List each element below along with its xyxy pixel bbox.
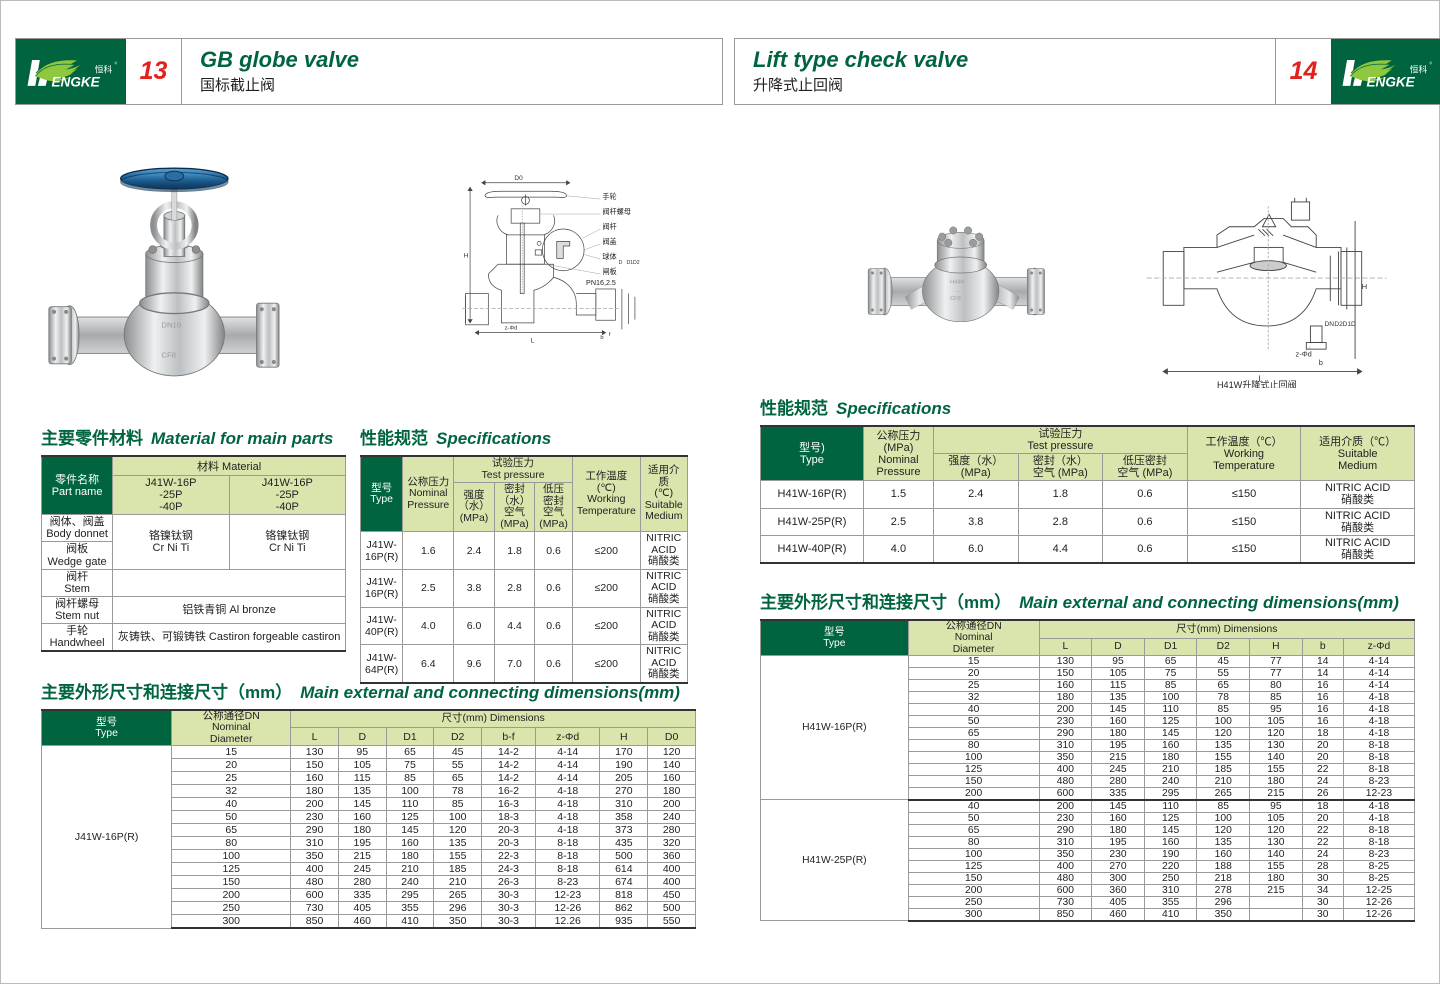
svg-text:PN16,2.5: PN16,2.5 — [586, 279, 616, 287]
svg-text:ENGKE: ENGKE — [51, 74, 100, 89]
svg-text:阀杆螺母: 阀杆螺母 — [602, 207, 631, 216]
svg-text:H41W升降式止回阀: H41W升降式止回阀 — [1217, 379, 1297, 388]
svg-text:CF8: CF8 — [161, 351, 176, 360]
svg-text:D0: D0 — [514, 175, 523, 182]
svg-text:D1: D1 — [626, 260, 633, 266]
svg-text:手轮: 手轮 — [602, 192, 616, 201]
svg-text:b: b — [600, 335, 604, 341]
svg-text:→: → — [955, 288, 961, 294]
svg-text:恒科: 恒科 — [1409, 63, 1427, 74]
svg-text:恒科: 恒科 — [94, 63, 112, 74]
svg-text:D: D — [619, 260, 623, 266]
svg-text:®: ® — [114, 61, 117, 65]
svg-text:H: H — [1362, 282, 1367, 291]
svg-text:ENGKE: ENGKE — [1366, 74, 1415, 89]
svg-text:CF8: CF8 — [950, 296, 960, 302]
svg-text:D: D — [1351, 321, 1356, 328]
svg-text:z-Φd: z-Φd — [505, 325, 518, 331]
svg-text:球体: 球体 — [602, 252, 616, 261]
svg-text:L: L — [531, 337, 535, 344]
svg-text:H: H — [464, 253, 469, 260]
svg-text:f: f — [609, 332, 611, 338]
svg-text:®: ® — [1429, 61, 1432, 65]
svg-text:b: b — [1319, 358, 1323, 367]
svg-text:阀杆: 阀杆 — [602, 222, 616, 231]
svg-text:DN10: DN10 — [161, 320, 182, 329]
svg-text:阀盖: 阀盖 — [602, 237, 616, 246]
svg-text:H44H: H44H — [950, 280, 964, 286]
svg-text:闸板: 闸板 — [602, 267, 616, 276]
svg-text:z-Φd: z-Φd — [1296, 350, 1312, 359]
svg-text:DN: DN — [1324, 321, 1334, 328]
svg-text:D2: D2 — [633, 260, 640, 266]
